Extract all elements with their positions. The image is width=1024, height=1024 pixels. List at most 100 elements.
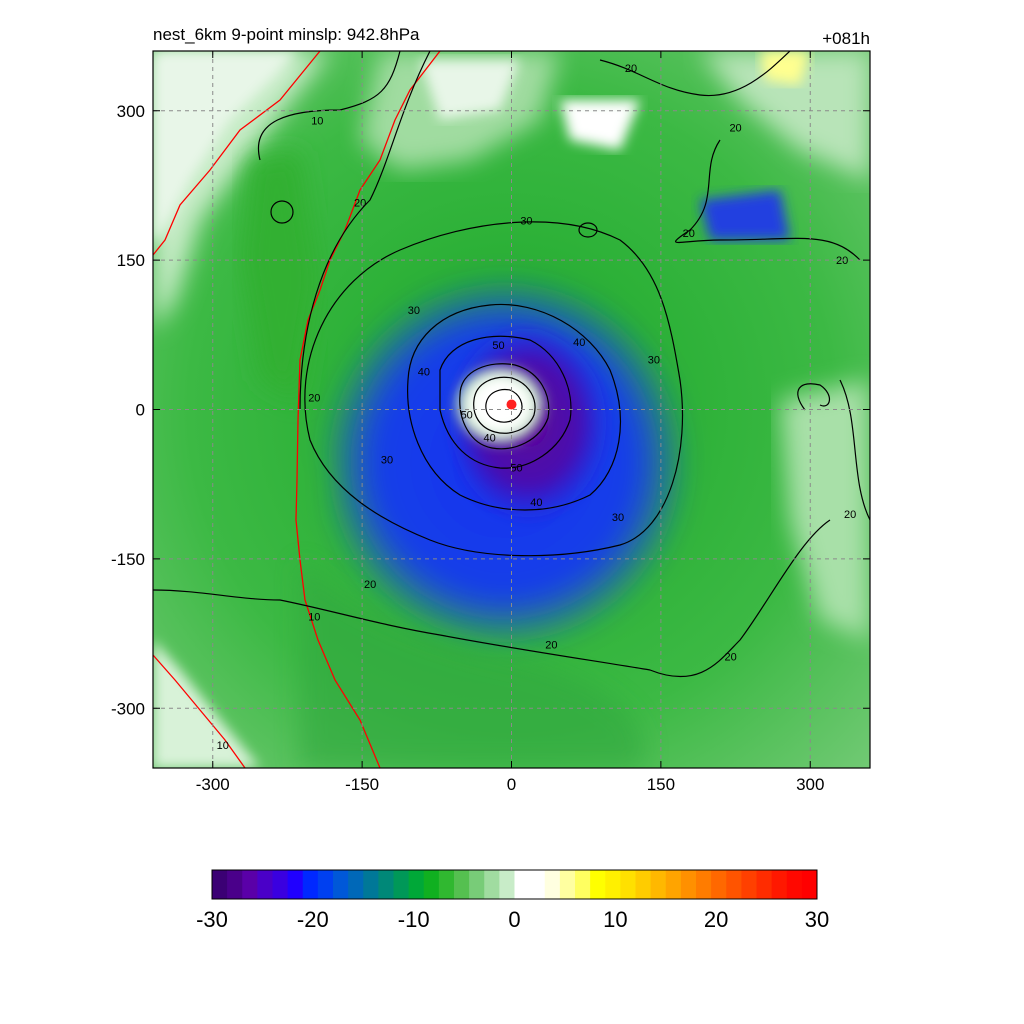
- contour-label: 30: [648, 355, 660, 367]
- colorbar-tick-label: 10: [603, 907, 627, 932]
- colorbar-swatch: [680, 870, 697, 899]
- contour-label: 20: [724, 651, 736, 663]
- colorbar-frame: [211, 869, 818, 900]
- contour-label: 20: [844, 509, 856, 521]
- field-white-patch: [560, 100, 640, 150]
- colorbar-swatch: [726, 870, 742, 899]
- colorbar-swatch: [212, 870, 228, 899]
- chart-title-left: nest_6km 9-point minslp: 942.8hPa: [153, 25, 420, 44]
- colorbar-swatch: [423, 870, 440, 899]
- field-yellow-patch: [760, 51, 810, 85]
- contour-label: 10: [217, 740, 229, 752]
- x-axis: -300 -150 0 150 300: [196, 51, 824, 794]
- contour-label: 20: [836, 255, 848, 267]
- colorbar-swatch: [650, 870, 667, 899]
- colorbar-swatch: [635, 870, 652, 899]
- contour-50: [439, 335, 572, 469]
- colorbar-swatch: [348, 870, 364, 899]
- field-blue-northeast: [700, 190, 790, 240]
- contour-label: 10: [311, 116, 323, 128]
- y-tick-label: -150: [111, 550, 145, 569]
- contour-label: 40: [483, 432, 495, 444]
- colorbar-swatch: [317, 870, 334, 899]
- colorbar-swatch: [559, 870, 576, 899]
- colorbar-swatch: [499, 870, 515, 899]
- y-tick-label: 0: [136, 401, 145, 420]
- contour-label: 20: [308, 393, 320, 405]
- field-light-northeast: [700, 51, 870, 180]
- contour-label: 50: [492, 340, 504, 352]
- contour-label: 30: [381, 454, 393, 466]
- colorbar-swatch: [393, 870, 410, 899]
- contour-label: 40: [573, 337, 585, 349]
- field-band-west: [240, 150, 320, 400]
- contour-labels: 10 20 20 20 20 20 30 30 30 40 40 50 20 40 50 50 30 40 30 20…: [217, 63, 857, 752]
- contour-small-loop-2: [578, 222, 598, 238]
- colorbar-tick-label: 0: [508, 907, 520, 932]
- colorbar: -30 -20 -10 0 10 20 30: [196, 869, 829, 932]
- contour-label: 50: [510, 462, 522, 474]
- x-tick-label: 150: [647, 775, 675, 794]
- contour-label: 20: [354, 197, 366, 209]
- y-tick-label: -300: [111, 699, 145, 718]
- colorbar-swatch: [363, 870, 379, 899]
- field-pale-north: [420, 60, 520, 120]
- colorbar-swatch: [590, 870, 606, 899]
- contour-label: 30: [612, 512, 624, 524]
- contour-label: 20: [364, 579, 376, 591]
- colorbar-swatch: [801, 870, 818, 899]
- colorbar-tick-label: -30: [196, 907, 228, 932]
- colorbar-swatch: [741, 870, 757, 899]
- contour-10-north: [257, 51, 401, 161]
- red-contour-northwest: [153, 51, 321, 256]
- colorbar-swatch: [333, 870, 349, 899]
- colorbar-tick-label: 30: [805, 907, 829, 932]
- colorbar-swatch: [620, 870, 636, 899]
- colorbar-swatch: [696, 870, 712, 899]
- chart-title-right: +081h: [822, 29, 870, 48]
- colorbar-swatch: [665, 870, 682, 899]
- colorbar-swatch: [438, 870, 455, 899]
- contour-label: 10: [308, 612, 320, 624]
- colorbar-swatch: [302, 870, 319, 899]
- field-pale-southwest: [153, 640, 260, 768]
- contour-20-east: [675, 139, 861, 261]
- contour-small-loop: [270, 200, 294, 224]
- x-tick-label: 0: [507, 775, 516, 794]
- contour-20-northeast: [599, 51, 791, 97]
- red-contour-southwest: [153, 654, 246, 768]
- colorbar-swatch: [454, 870, 470, 899]
- contour-label: 30: [520, 215, 532, 227]
- contour-label: 20: [729, 123, 741, 135]
- colorbar-swatch: [257, 870, 273, 899]
- x-tick-label: -300: [196, 775, 230, 794]
- contour-30: [304, 221, 684, 557]
- contour-label: 40: [530, 497, 542, 509]
- contour-20-northwest: [299, 51, 431, 411]
- contour-inner-1: [459, 363, 550, 450]
- contour-label: 50: [461, 409, 473, 421]
- x-tick-label: -150: [345, 775, 379, 794]
- contour-east-loop: [797, 383, 830, 411]
- colorbar-tick-label: -20: [297, 907, 329, 932]
- contour-40: [407, 303, 621, 511]
- colorbar-swatch: [756, 870, 773, 899]
- contour-label: 20: [625, 63, 637, 75]
- field-band-south: [300, 560, 644, 768]
- colorbar-swatch: [469, 870, 485, 899]
- colorbar-swatch: [287, 870, 304, 899]
- contour-label: 30: [408, 305, 420, 317]
- contour-label: 20: [683, 228, 695, 240]
- colorbar-tick-label: 20: [704, 907, 728, 932]
- plot-area: 10 20 20 20 20 20 30 30 30 40 40 50 20 40 50 50 30 40 30 20…: [153, 51, 870, 768]
- y-axis: 300 150 0 -150 -300: [111, 102, 870, 718]
- storm-center-marker: [506, 399, 517, 410]
- colorbar-swatch: [544, 870, 561, 899]
- red-contour-west: [295, 51, 441, 768]
- contour-lines: [153, 51, 870, 678]
- colorbar-swatch: [242, 870, 258, 899]
- colorbar-swatch: [408, 870, 425, 899]
- colorbar-swatch: [378, 870, 394, 899]
- y-tick-label: 300: [117, 102, 145, 121]
